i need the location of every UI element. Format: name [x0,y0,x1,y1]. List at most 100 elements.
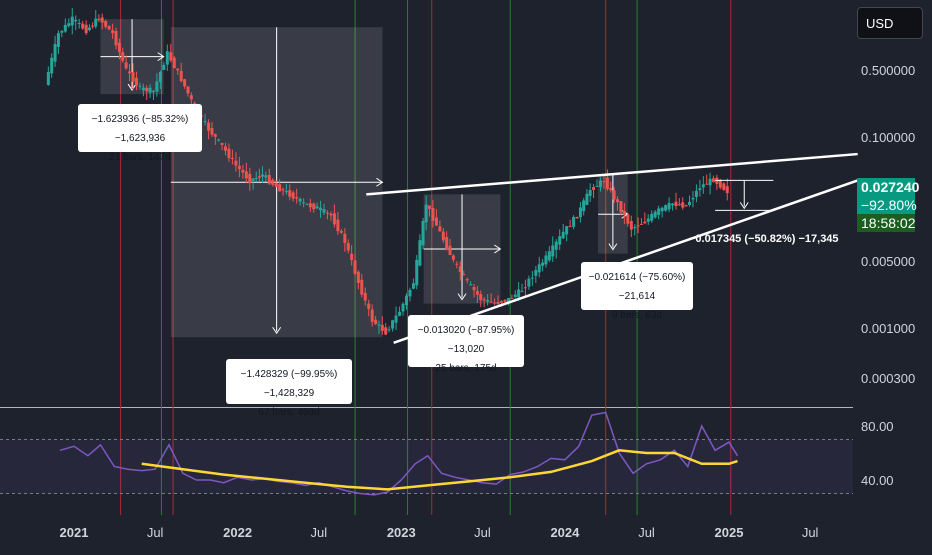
time-axis-label: Jul [147,525,164,540]
candle-body [134,77,138,86]
candle-body [186,86,190,94]
candle-body [434,217,438,226]
rsi-axis-label: 40.00 [861,473,894,488]
currency-label: USD [866,15,894,31]
candle-body [415,259,419,286]
price-axis-label: 0.005000 [861,254,915,269]
measure-label-2-line1: −1.428329 (−99.95%) −1,428,329 [240,369,338,399]
candle-body [427,205,431,209]
candle-body [169,52,173,61]
candle-body [544,255,548,265]
candle-body [622,210,626,215]
candle-body [517,289,521,298]
measure-label-1: −1.623936 (−85.32%) −1,623,936 21 bars, … [78,104,202,163]
candle-body [223,146,227,151]
candle-body [687,201,691,205]
candle-body [671,203,675,206]
candle-body [179,70,183,82]
candle-body [298,198,302,202]
candle-body [558,236,562,245]
candle-body [660,207,664,212]
candle-body [291,192,295,199]
candle-body [633,227,637,229]
time-axis-label: 2025 [715,525,744,540]
candle-body [605,177,609,189]
candle-body [295,197,299,199]
candle-body [510,297,514,299]
candle-body [203,121,207,123]
candle-body [350,253,354,261]
measure-label-2: −1.428329 (−99.95%) −1,428,329 67 bars, … [226,359,352,418]
candle-body [367,303,371,309]
candle-body [585,193,589,205]
candle-body [448,245,452,256]
candle-body [363,292,367,301]
candle-body [237,165,241,170]
candle-body [308,203,312,208]
time-axis-label: Jul [310,525,327,540]
candle-body [547,251,551,261]
candle-body [475,291,479,295]
candle-body [322,209,326,213]
candle-body [207,122,211,131]
candle-body [213,134,217,137]
candle-body [325,212,329,214]
candle-body [248,173,252,184]
measure-vertical-arrowhead-4 [608,243,618,251]
candle-body [100,17,104,23]
candle-body [701,184,705,188]
candle-body [615,199,619,203]
candle-body [46,71,50,85]
currency-badge[interactable]: USD [857,7,923,39]
candle-body [288,190,292,197]
candle-body [230,158,234,160]
candle-body [220,142,224,145]
candle-body [261,174,265,177]
candle-body [541,262,545,266]
trendline-1 [366,152,858,196]
candle-body [493,302,497,304]
candle-body [165,51,169,65]
candle-body [537,264,541,273]
candle-body [534,269,538,276]
candle-body [513,294,517,297]
candle-body [148,87,152,93]
measure-label-4-line2: 9 bars, 63d [611,310,663,321]
candle-body [387,329,391,331]
price-axis-label: 0.100000 [861,130,915,145]
candle-body [554,241,558,250]
candle-body [254,177,258,179]
candle-body [496,301,500,305]
candle-body [582,200,586,212]
time-axis-label: 2022 [223,525,252,540]
time-axis-label: 2024 [550,525,580,540]
candle-body [588,190,592,196]
candle-body [227,148,231,159]
measure-label-1-line1: −1.623936 (−85.32%) −1,623,936 [91,114,189,144]
candle-body [479,294,483,301]
candle-body [189,95,193,100]
candle-body [251,178,255,181]
candle-body [53,44,57,62]
measure-label-5-line1: −0.017345 (−50.82%) −17,345 [689,233,839,245]
price-axis-label: 0.001000 [861,321,915,336]
time-axis-label: Jul [802,525,819,540]
candle-body [653,211,657,218]
candle-body [451,255,455,260]
candle-body [609,188,613,191]
candle-body [332,213,336,225]
candle-body [551,245,555,257]
candle-body [70,16,74,26]
candle-body [274,183,278,187]
rsi-line [59,411,739,496]
candle-body [643,221,647,224]
candle-body [572,217,576,227]
candle-body [722,183,726,190]
last-price-marker: 0.027240 −92.80% 18:58:02 [857,178,919,232]
candle-body [312,203,316,210]
time-axis-label: Jul [638,525,655,540]
candle-body [141,87,145,91]
candle-body [626,214,630,224]
